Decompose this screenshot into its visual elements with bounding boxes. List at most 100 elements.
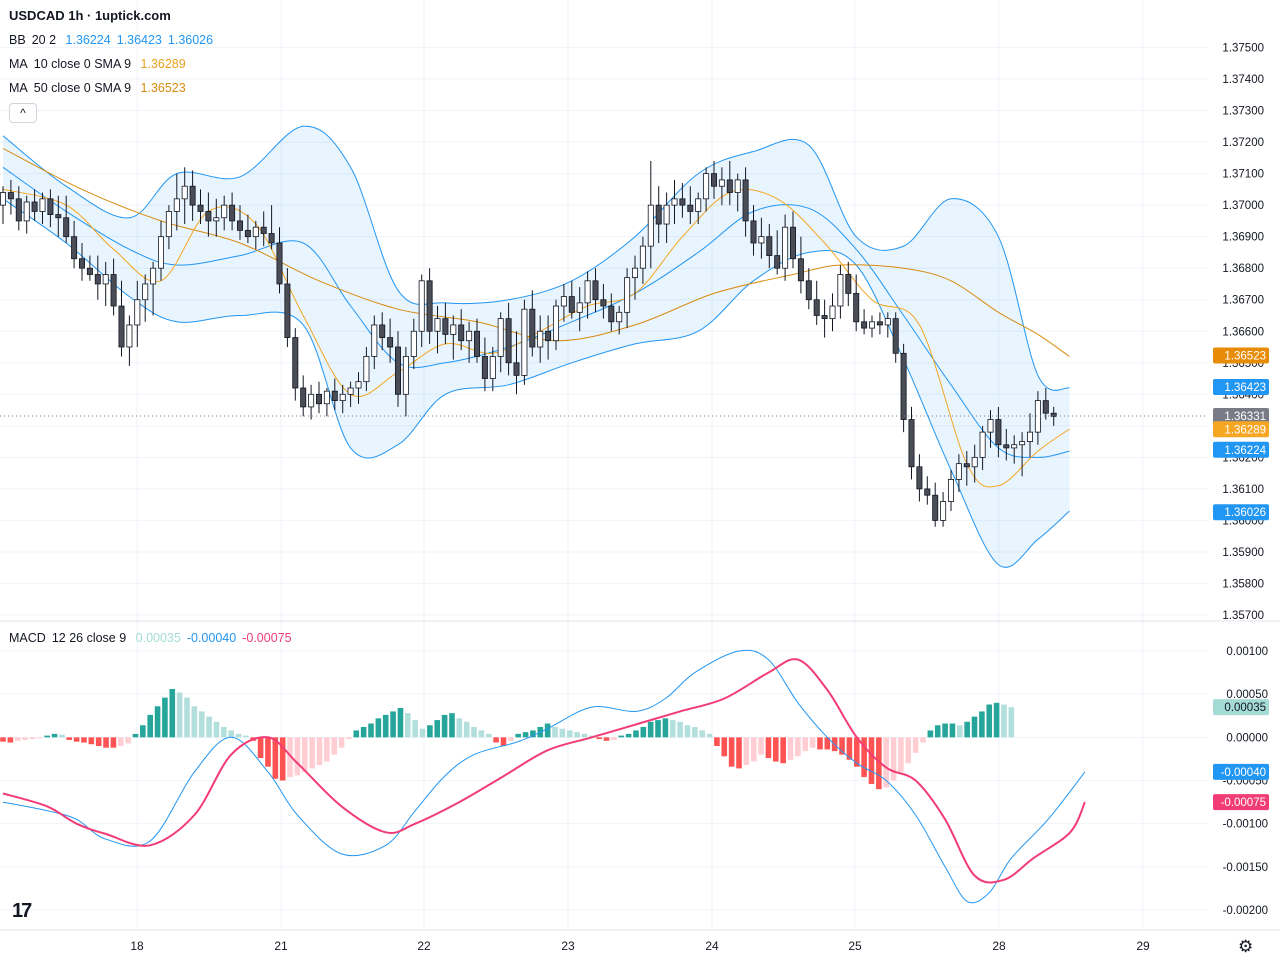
macd-histogram-bar xyxy=(868,737,875,784)
candle xyxy=(537,315,544,363)
price-badge-label: 1.36224 xyxy=(1224,445,1266,457)
candle xyxy=(703,167,710,212)
candle xyxy=(1042,388,1049,420)
candle xyxy=(284,268,291,348)
candle xyxy=(845,261,852,307)
macd-histogram-bar xyxy=(957,725,963,738)
legend-ma10[interactable]: MA 10 close 0 SMA 9 1.36289 xyxy=(9,57,192,71)
candle-body xyxy=(608,305,615,323)
legend-ma50[interactable]: MA 50 close 0 SMA 9 1.36523 xyxy=(9,81,192,95)
legend-collapse-button[interactable]: ^ xyxy=(9,103,37,123)
candle-body xyxy=(948,479,955,502)
macd-histogram-bar xyxy=(949,723,956,738)
candle xyxy=(1003,428,1010,461)
tradingview-logo-icon[interactable]: 17 xyxy=(12,900,32,922)
price-axis-label: 1.36800 xyxy=(1222,263,1264,275)
candle-body xyxy=(513,362,520,376)
macd-histogram-bar xyxy=(905,737,912,764)
candle-body xyxy=(150,267,157,285)
price-badge-label: 1.36331 xyxy=(1224,411,1266,423)
price-badge: 1.36224 xyxy=(1213,441,1269,458)
macd-histogram-bar xyxy=(478,730,485,738)
candle xyxy=(331,378,338,411)
legend-macd[interactable]: MACD 12 26 close 9 0.00035 -0.00040 -0.0007… xyxy=(9,631,298,645)
macd-histogram-bar xyxy=(485,733,492,738)
macd-histogram-bar xyxy=(964,721,970,738)
candle xyxy=(94,255,101,300)
candle xyxy=(363,347,370,392)
candle xyxy=(308,384,315,420)
candle xyxy=(213,198,220,237)
macd-signal-line xyxy=(2,658,1086,884)
candle-body xyxy=(1050,412,1057,417)
macd-histogram-bar xyxy=(669,720,676,738)
candle xyxy=(473,318,480,363)
candle-body xyxy=(497,318,504,357)
macd-histogram-bar xyxy=(110,737,117,748)
price-badge-bg xyxy=(1213,794,1269,811)
macd-histogram-bar xyxy=(397,707,404,738)
macd-histogram-bar xyxy=(544,723,551,738)
candle xyxy=(450,315,457,360)
candle xyxy=(1027,413,1034,458)
price-badge-bg xyxy=(1213,379,1269,396)
price-badge: 1.36026 xyxy=(1213,504,1269,521)
candle-body xyxy=(434,318,441,332)
macd-histogram-bar xyxy=(463,721,470,738)
candle xyxy=(466,321,473,363)
price-badge: 1.36523 xyxy=(1213,347,1269,364)
candle-body xyxy=(71,236,78,260)
candle xyxy=(355,372,362,404)
macd-histogram-bar xyxy=(346,737,352,740)
macd-histogram-bar xyxy=(125,737,131,744)
macd-histogram-bar xyxy=(853,737,860,767)
candle xyxy=(766,224,773,269)
macd-histogram-bar xyxy=(456,718,463,738)
macd-histogram-bar xyxy=(633,730,639,738)
candle-body xyxy=(829,305,836,320)
price-badge-label: 0.00035 xyxy=(1224,702,1266,714)
candle xyxy=(963,451,970,486)
candle-body xyxy=(971,456,978,468)
macd-axis: 0.001000.000500.00000-0.00050-0.00100-0.… xyxy=(1223,646,1268,917)
macd-histogram-bar xyxy=(235,733,242,738)
macd-histogram-bar xyxy=(699,730,705,738)
candle-body xyxy=(821,315,828,320)
macd-histogram-bar xyxy=(1001,704,1007,738)
price-badge-bg xyxy=(1213,504,1269,521)
macd-histogram-bar xyxy=(684,725,691,738)
macd-histogram-bar xyxy=(176,692,183,738)
bb-lower-line xyxy=(2,198,1070,568)
price-axis-label: 1.36600 xyxy=(1222,326,1264,338)
macd-histogram-bar xyxy=(88,737,95,745)
candle xyxy=(687,186,694,225)
candle-body xyxy=(15,198,22,222)
candle-body xyxy=(521,308,528,376)
candle xyxy=(181,167,188,225)
candle xyxy=(955,454,962,493)
candle-body xyxy=(1011,444,1018,449)
candle xyxy=(782,214,789,281)
macd-histogram-bar xyxy=(419,728,426,738)
candle xyxy=(884,312,891,338)
candle-body xyxy=(742,179,749,222)
macd-histogram-bar xyxy=(301,737,308,772)
macd-histogram-bar xyxy=(736,737,742,769)
macd-histogram-bar xyxy=(309,737,315,769)
gear-icon[interactable]: ⚙ xyxy=(1238,937,1254,956)
candle xyxy=(150,261,157,316)
macd-histogram-bar xyxy=(898,737,904,772)
candle-body xyxy=(655,204,662,225)
candle-body xyxy=(750,220,757,244)
macd-histogram-bar xyxy=(279,737,286,781)
macd-histogram-bar xyxy=(375,718,382,738)
ma10-line xyxy=(2,188,1070,488)
candle-body xyxy=(845,274,852,294)
time-axis-label: 23 xyxy=(561,939,575,953)
candle-body xyxy=(639,245,646,269)
legend-bb[interactable]: BB 20 2 1.36224 1.36423 1.36026 xyxy=(9,33,219,47)
candle-body xyxy=(379,324,386,338)
candle xyxy=(600,283,607,319)
candle-body xyxy=(671,198,678,206)
